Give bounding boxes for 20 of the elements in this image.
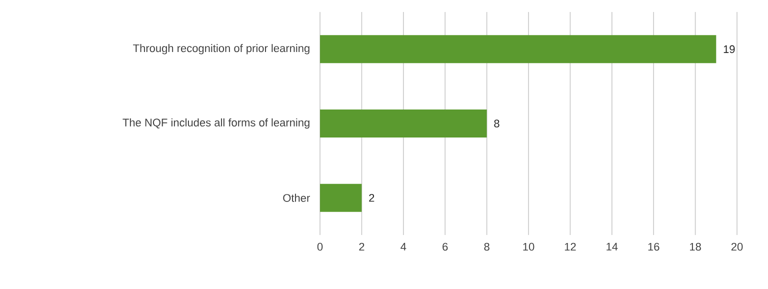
y-tick-label: Through recognition of prior learning [133,44,310,54]
x-tick-label: 20 [731,242,743,251]
x-tick-label: 8 [484,242,490,251]
x-tick-label: 14 [606,242,618,250]
bar [320,184,362,212]
y-tick-label: The NQF includes all forms of learning [122,118,310,129]
bar [320,35,716,64]
x-tick-label: 2 [359,242,364,251]
x-tick-label: 4 [400,242,406,250]
x-tick-label: 10 [523,242,534,251]
data-label: 8 [494,120,500,128]
data-label: 19 [724,45,735,54]
data-label: 2 [369,194,374,202]
x-tick-label: 0 [317,242,323,251]
x-tick-label: 12 [564,242,576,251]
x-tick-label: 16 [648,242,660,251]
y-tick-label: Other [283,194,310,202]
x-tick-label: 18 [690,242,701,251]
bar [320,110,487,138]
x-tick-label: 6 [442,242,448,251]
